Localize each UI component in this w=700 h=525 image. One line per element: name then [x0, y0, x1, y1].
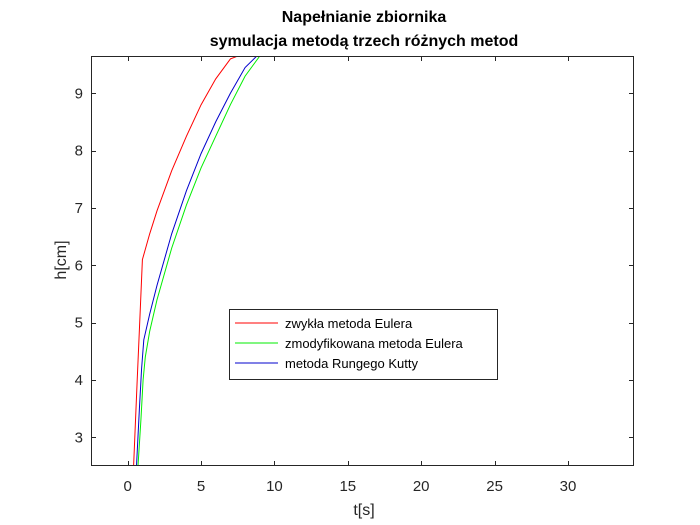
plot-area: 0 5 10 15 20 25 30 3 4 5 6 7 8 9	[75, 56, 634, 495]
x-tick-label: 0	[124, 478, 132, 495]
y-tick-label: 4	[75, 372, 83, 389]
plot-frame	[91, 56, 634, 466]
plot-background	[91, 56, 634, 466]
series-line-1	[133, 56, 238, 466]
y-axis-label: h[cm]	[53, 240, 70, 279]
legend-box	[229, 309, 498, 380]
x-tick-label: 30	[560, 478, 577, 495]
chart-title-line-1: Napełnianie zbiornika	[282, 9, 447, 26]
y-tick-label: 3	[75, 429, 83, 446]
y-tick-label: 8	[75, 143, 83, 160]
legend-entry-2: zmodyfikowana metoda Eulera	[285, 336, 464, 351]
y-tick-label: 5	[75, 315, 83, 332]
series-line-2	[137, 56, 261, 466]
y-tick-label: 9	[75, 85, 83, 102]
chart-title-line-2: symulacja metodą trzech różnych metod	[210, 33, 519, 50]
series-group	[133, 56, 261, 466]
legend: zwykła metoda Eulera zmodyfikowana metoda…	[229, 309, 498, 380]
series-line-3	[136, 56, 258, 466]
legend-entry-3: metoda Rungego Kutty	[285, 356, 418, 371]
x-tick-label: 20	[413, 478, 430, 495]
x-tick-label: 10	[266, 478, 283, 495]
x-tick-label: 5	[197, 478, 205, 495]
legend-entry-1: zwykła metoda Eulera	[285, 316, 413, 331]
y-tick-label: 7	[75, 200, 83, 217]
y-tick-label: 6	[75, 257, 83, 274]
x-tick-label: 15	[339, 478, 356, 495]
x-tick-label: 25	[486, 478, 503, 495]
x-axis-label: t[s]	[353, 502, 374, 519]
